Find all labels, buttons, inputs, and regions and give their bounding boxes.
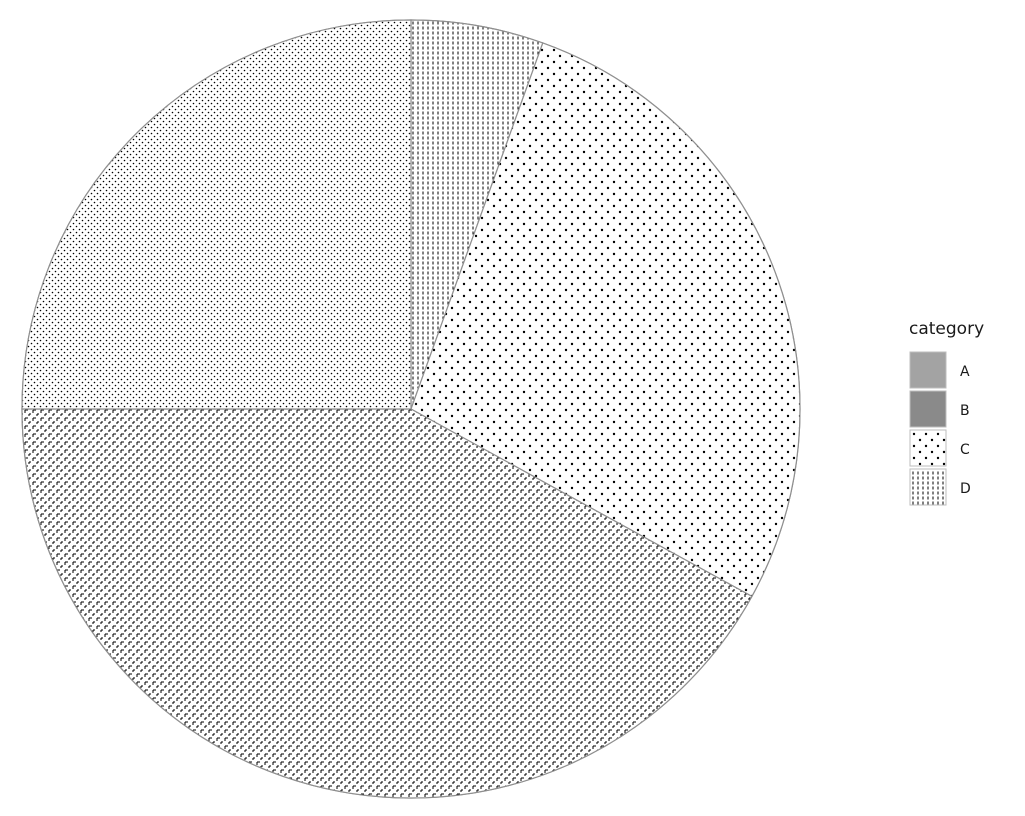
pie-slice-2 (410, 42, 801, 598)
legend-key-a (909, 351, 947, 389)
legend: category A B C D (909, 319, 984, 506)
legend-key-c (909, 429, 947, 467)
pie-slice-1 (410, 19, 544, 410)
legend-label-c: C (960, 442, 970, 458)
legend-key-d (909, 468, 947, 506)
legend-title: category (909, 319, 984, 339)
pie (21, 19, 801, 799)
legend-label-a: A (960, 364, 970, 380)
pie-slice-4 (21, 19, 412, 410)
legend-key-b (909, 390, 947, 428)
legend-label-b: B (960, 403, 970, 419)
legend-label-d: D (960, 481, 971, 497)
pie-slice-3 (21, 408, 753, 799)
